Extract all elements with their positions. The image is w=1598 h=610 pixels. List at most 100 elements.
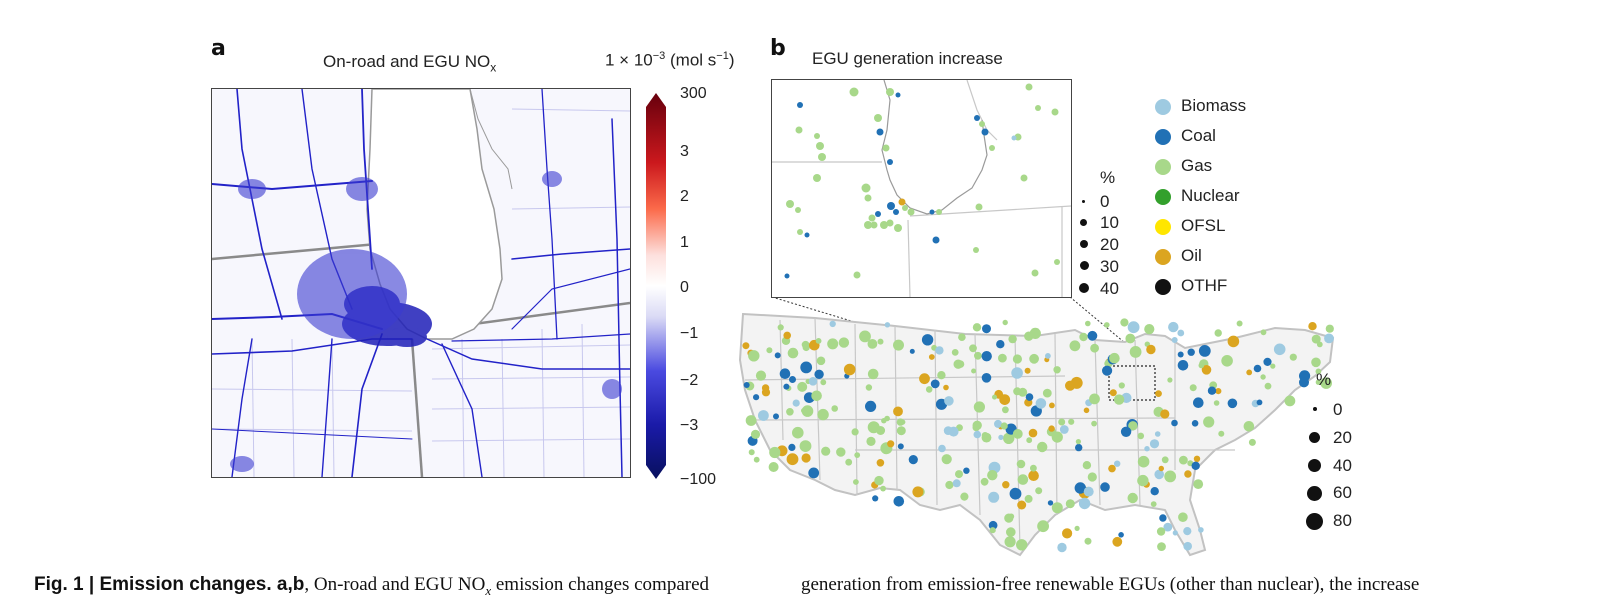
plant-marker xyxy=(1078,497,1091,510)
plant-marker xyxy=(974,351,982,360)
plant-marker xyxy=(774,352,781,359)
plant-marker xyxy=(838,337,850,348)
plant-marker xyxy=(814,369,824,379)
plant-marker xyxy=(1090,343,1099,353)
plant-marker xyxy=(789,376,796,383)
size-dot xyxy=(1313,407,1317,411)
plant-marker xyxy=(1045,353,1051,359)
plant-marker xyxy=(876,459,885,467)
plant-marker xyxy=(969,344,977,353)
legend-label: Gas xyxy=(1181,156,1213,175)
plant-marker xyxy=(1193,397,1204,408)
plant-marker xyxy=(1311,357,1321,368)
plant-marker xyxy=(1144,324,1155,335)
plant-marker xyxy=(827,338,839,350)
plant-marker xyxy=(1160,409,1170,419)
plant-marker xyxy=(766,347,773,354)
plant-marker xyxy=(1159,514,1167,522)
size-dot xyxy=(1309,432,1320,443)
plant-marker xyxy=(1083,486,1094,497)
plant-marker xyxy=(748,350,760,362)
plant-marker xyxy=(1164,470,1177,483)
caption-text-2: emission changes compared xyxy=(491,574,710,595)
colorbar-tick-label: −1 xyxy=(680,325,699,342)
plant-marker xyxy=(1053,366,1061,374)
inset-size-legend: 0 10 20 30 40 xyxy=(1079,192,1130,302)
plant-marker xyxy=(1315,379,1322,385)
size-dot xyxy=(1080,240,1088,248)
plant-marker xyxy=(877,338,884,345)
plant-marker xyxy=(1091,420,1097,427)
plant-marker xyxy=(1087,472,1097,482)
legend-label: Coal xyxy=(1181,126,1216,145)
plant-marker xyxy=(881,418,887,424)
plant-marker xyxy=(1025,393,1034,401)
plant-marker xyxy=(801,453,811,463)
size-label: 20 xyxy=(1333,428,1352,447)
plant-marker xyxy=(1004,536,1016,548)
plant-marker xyxy=(1120,426,1132,437)
plant-marker xyxy=(992,394,997,400)
plant-marker xyxy=(1168,321,1179,333)
inset-title: EGU generation increase xyxy=(812,49,1003,68)
plant-marker xyxy=(896,426,906,436)
plant-marker xyxy=(1137,474,1149,487)
plant-marker xyxy=(797,381,808,392)
size-label: 40 xyxy=(1100,279,1119,298)
biomass-swatch xyxy=(1155,99,1171,115)
plant-marker xyxy=(1028,470,1039,481)
plant-marker xyxy=(758,410,769,421)
plant-marker xyxy=(1171,337,1178,343)
plant-marker xyxy=(851,428,859,436)
plant-marker xyxy=(1049,402,1055,409)
plant-marker xyxy=(1146,344,1156,355)
plant-marker xyxy=(1024,331,1034,341)
plant-marker xyxy=(1150,487,1159,496)
plant-marker xyxy=(1100,482,1110,492)
plant-marker xyxy=(1325,324,1334,333)
plant-marker xyxy=(1177,351,1184,358)
plant-marker xyxy=(1227,398,1238,409)
plant-marker xyxy=(944,396,954,406)
plant-marker xyxy=(865,384,873,391)
plant-marker xyxy=(779,368,791,379)
plant-marker xyxy=(1059,425,1069,434)
plant-marker xyxy=(1128,421,1138,431)
plant-marker xyxy=(867,339,878,349)
plant-marker xyxy=(893,339,904,351)
plant-marker xyxy=(1221,355,1233,367)
plant-marker xyxy=(1042,388,1052,398)
plant-marker xyxy=(1193,455,1201,462)
plant-marker xyxy=(1198,362,1205,369)
plant-marker xyxy=(1065,380,1076,391)
plant-marker xyxy=(1029,353,1039,364)
plant-marker xyxy=(748,449,755,456)
size-label: 30 xyxy=(1100,257,1119,276)
ofsl-swatch xyxy=(1155,219,1171,235)
plant-marker xyxy=(1127,492,1138,504)
size-label: 40 xyxy=(1333,456,1352,475)
plant-marker xyxy=(1125,333,1136,344)
plant-marker xyxy=(769,446,781,459)
size-label: 20 xyxy=(1100,235,1119,254)
plant-marker xyxy=(1161,456,1169,464)
plant-marker xyxy=(820,379,827,386)
main-size-legend: 0 20 40 60 80 xyxy=(1306,398,1356,538)
plant-marker xyxy=(1062,528,1073,539)
plant-marker xyxy=(1118,532,1124,538)
plant-marker xyxy=(956,360,965,368)
plant-marker xyxy=(1082,461,1092,470)
figure-caption-left: Fig. 1 | Emission changes. a,b, On-road … xyxy=(34,574,709,599)
plant-marker xyxy=(941,454,952,465)
plant-marker xyxy=(1218,430,1225,437)
plant-marker xyxy=(792,426,804,439)
units-exp2: −1 xyxy=(716,50,729,62)
plant-marker xyxy=(783,331,791,340)
inset-map xyxy=(771,79,1072,298)
panel-a-title: On-road and EGU NOx xyxy=(323,52,496,74)
plant-marker xyxy=(887,440,895,448)
plant-marker xyxy=(893,496,905,507)
inset-map-svg xyxy=(772,80,1071,297)
plant-marker xyxy=(1075,439,1081,445)
plant-marker xyxy=(988,520,998,530)
